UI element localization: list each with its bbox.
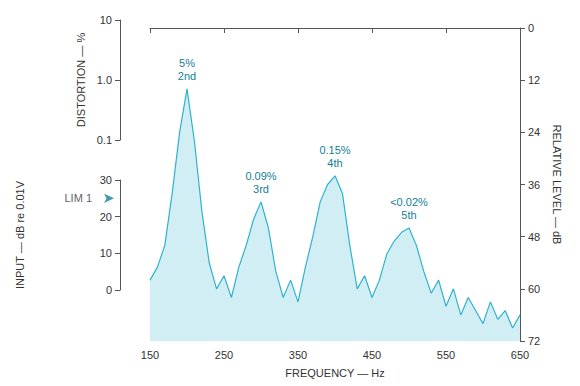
svg-text:48: 48 (528, 231, 540, 243)
svg-text:5%: 5% (179, 57, 195, 69)
svg-text:LIM 1: LIM 1 (64, 192, 92, 204)
svg-text:550: 550 (437, 349, 455, 361)
svg-text:72: 72 (528, 335, 540, 347)
svg-text:0: 0 (106, 284, 112, 296)
svg-text:0.15%: 0.15% (319, 144, 350, 156)
svg-text:10: 10 (100, 14, 112, 26)
svg-text:250: 250 (215, 349, 233, 361)
svg-text:2nd: 2nd (178, 70, 196, 82)
svg-text:650: 650 (511, 349, 529, 361)
svg-text:24: 24 (528, 126, 540, 138)
svg-text:FREQUENCY — Hz: FREQUENCY — Hz (285, 367, 384, 379)
svg-text:0.1: 0.1 (97, 134, 112, 146)
svg-text:450: 450 (363, 349, 381, 361)
svg-text:20: 20 (100, 211, 112, 223)
svg-text:150: 150 (141, 349, 159, 361)
svg-text:30: 30 (100, 174, 112, 186)
svg-text:DISTORTION — %: DISTORTION — % (75, 33, 87, 128)
svg-text:RELATIVE LEVEL — dB: RELATIVE LEVEL — dB (551, 125, 563, 245)
svg-text:10: 10 (100, 247, 112, 259)
svg-text:INPUT — dB re 0.01V: INPUT — dB re 0.01V (14, 180, 26, 289)
svg-text:3rd: 3rd (253, 183, 269, 195)
svg-text:<0.02%: <0.02% (390, 196, 428, 208)
svg-text:36: 36 (528, 179, 540, 191)
svg-text:350: 350 (289, 349, 307, 361)
svg-text:12: 12 (528, 74, 540, 86)
svg-text:1.0: 1.0 (97, 74, 112, 86)
svg-text:4th: 4th (327, 157, 342, 169)
svg-text:0: 0 (528, 22, 534, 34)
svg-text:0.09%: 0.09% (245, 170, 276, 182)
svg-text:5th: 5th (401, 209, 416, 221)
svg-text:60: 60 (528, 283, 540, 295)
